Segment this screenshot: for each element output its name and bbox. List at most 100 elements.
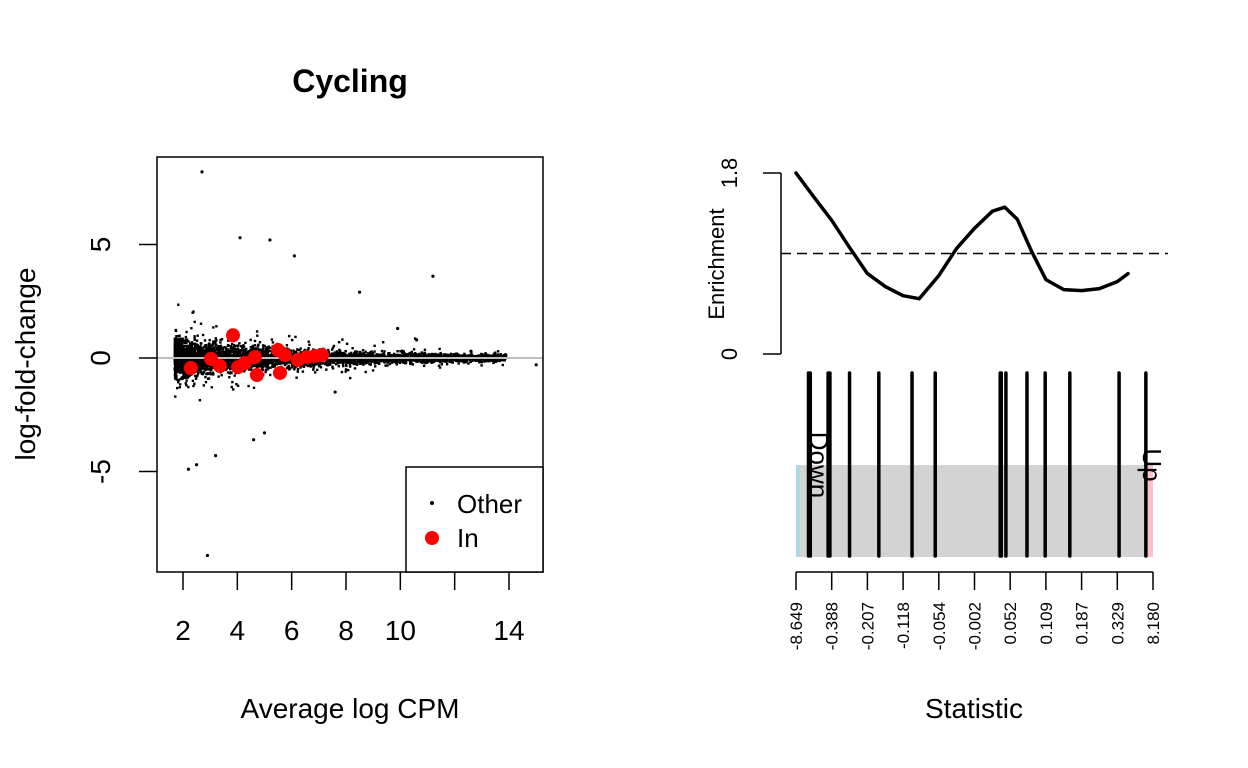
other-point bbox=[181, 364, 185, 367]
other-point bbox=[173, 346, 177, 349]
other-point bbox=[247, 350, 250, 353]
other-point bbox=[181, 349, 184, 352]
other-point bbox=[210, 386, 213, 389]
other-point bbox=[236, 353, 240, 357]
other-point bbox=[205, 372, 208, 376]
other-point bbox=[333, 359, 336, 363]
other-point bbox=[399, 354, 402, 358]
other-point bbox=[253, 364, 256, 368]
other-point bbox=[344, 363, 348, 367]
other-point bbox=[196, 374, 199, 377]
other-point bbox=[185, 384, 188, 387]
other-point bbox=[360, 360, 363, 364]
other-point bbox=[183, 376, 186, 379]
other-point bbox=[269, 361, 272, 364]
other-point bbox=[361, 362, 364, 366]
other-point bbox=[363, 353, 367, 357]
other-point bbox=[477, 354, 481, 357]
other-point bbox=[348, 363, 352, 366]
other-point bbox=[396, 350, 399, 353]
other-point bbox=[238, 351, 242, 354]
other-point bbox=[451, 361, 454, 364]
other-point bbox=[227, 353, 231, 357]
other-point bbox=[433, 355, 436, 358]
down-region bbox=[796, 465, 800, 557]
other-point bbox=[360, 357, 364, 361]
other-point bbox=[194, 359, 197, 362]
other-point bbox=[386, 358, 389, 361]
other-point bbox=[480, 359, 483, 363]
other-point bbox=[416, 360, 419, 363]
in-point bbox=[247, 350, 262, 365]
other-point bbox=[173, 348, 177, 351]
other-point bbox=[199, 368, 203, 371]
other-point bbox=[235, 383, 238, 386]
other-point bbox=[331, 346, 335, 349]
other-point bbox=[290, 363, 294, 367]
other-point bbox=[185, 330, 188, 334]
other-point bbox=[175, 370, 178, 373]
other-point bbox=[181, 340, 184, 343]
other-point bbox=[262, 365, 265, 368]
other-point bbox=[466, 355, 470, 358]
other-point bbox=[203, 339, 207, 342]
other-point bbox=[316, 368, 319, 372]
other-point bbox=[227, 349, 231, 353]
other-point bbox=[179, 351, 182, 354]
other-point bbox=[420, 359, 424, 362]
other-point bbox=[341, 338, 344, 341]
other-point bbox=[371, 352, 375, 356]
other-point bbox=[239, 345, 243, 348]
other-point bbox=[352, 354, 355, 357]
other-point bbox=[176, 343, 179, 346]
other-point bbox=[257, 347, 260, 350]
other-point bbox=[332, 353, 335, 357]
other-point bbox=[198, 359, 201, 363]
other-point bbox=[193, 337, 196, 340]
other-point bbox=[418, 359, 421, 363]
other-point bbox=[198, 346, 201, 350]
other-point bbox=[327, 350, 331, 354]
other-point bbox=[450, 360, 454, 363]
other-point bbox=[179, 364, 182, 367]
other-point bbox=[174, 352, 177, 355]
other-point bbox=[458, 354, 461, 357]
other-point bbox=[192, 358, 195, 361]
other-point bbox=[412, 353, 415, 356]
other-point bbox=[174, 364, 178, 367]
other-point bbox=[220, 353, 223, 356]
other-point bbox=[381, 352, 385, 356]
other-point bbox=[289, 367, 292, 370]
other-point bbox=[230, 353, 233, 357]
other-point bbox=[340, 359, 343, 362]
other-point bbox=[217, 347, 220, 350]
other-point bbox=[182, 371, 185, 374]
other-point bbox=[266, 351, 269, 354]
other-point bbox=[386, 361, 389, 364]
other-point bbox=[373, 344, 376, 347]
other-point bbox=[236, 347, 239, 350]
other-point bbox=[346, 360, 349, 364]
other-point bbox=[499, 353, 502, 356]
other-point bbox=[409, 361, 412, 365]
other-point bbox=[269, 349, 272, 353]
other-point bbox=[247, 384, 250, 388]
other-point bbox=[255, 330, 259, 333]
other-point bbox=[406, 354, 409, 358]
other-point bbox=[491, 354, 495, 357]
other-point bbox=[194, 346, 197, 349]
other-point bbox=[214, 340, 217, 343]
other-point bbox=[427, 354, 430, 358]
other-point bbox=[226, 371, 230, 374]
other-point bbox=[253, 344, 256, 347]
other-point bbox=[212, 340, 215, 343]
other-point bbox=[330, 352, 334, 356]
other-point bbox=[214, 343, 218, 346]
other-point bbox=[204, 380, 208, 384]
other-point bbox=[287, 361, 290, 364]
other-point bbox=[189, 342, 192, 345]
other-point bbox=[361, 352, 364, 355]
other-point bbox=[339, 361, 342, 364]
other-point bbox=[429, 354, 432, 357]
other-point bbox=[353, 367, 357, 370]
